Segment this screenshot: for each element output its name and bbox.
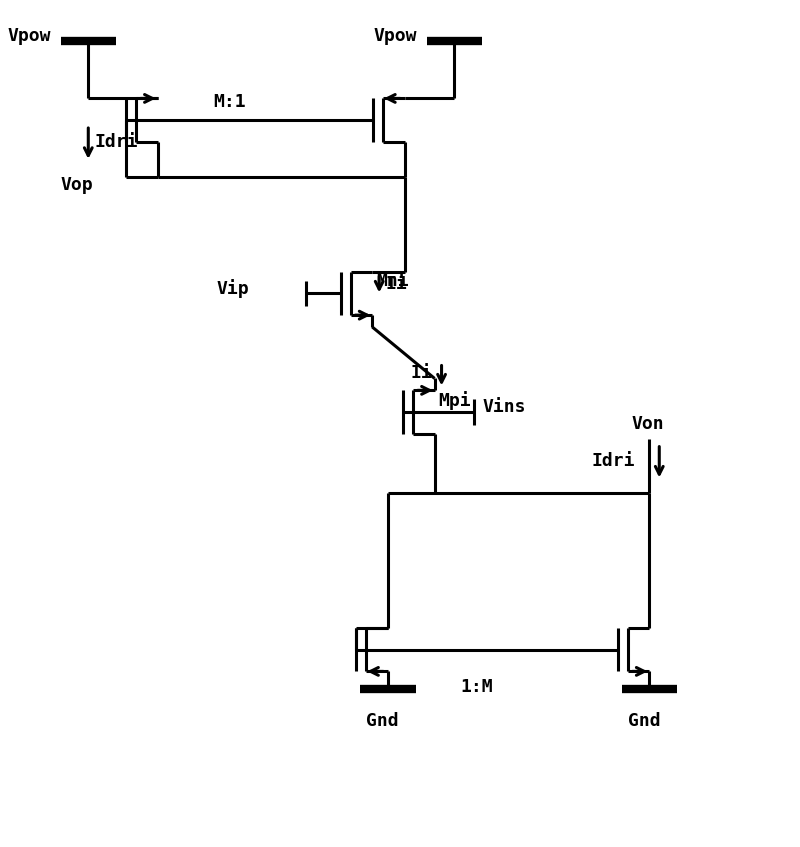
Text: Vop: Vop <box>61 175 93 193</box>
Text: Idri: Idri <box>94 133 138 151</box>
Text: Mni: Mni <box>376 273 409 291</box>
Text: Von: Von <box>631 415 664 433</box>
Text: Ii: Ii <box>385 275 407 293</box>
Text: M:1: M:1 <box>214 93 246 111</box>
Text: Vins: Vins <box>482 398 526 416</box>
Text: Idri: Idri <box>592 451 635 469</box>
Text: Mpi: Mpi <box>438 390 471 410</box>
Text: Gnd: Gnd <box>628 711 660 730</box>
Text: Gnd: Gnd <box>366 711 399 730</box>
Text: Vpow: Vpow <box>374 27 417 45</box>
Text: Vip: Vip <box>217 279 250 298</box>
Text: 1:M: 1:M <box>461 678 494 696</box>
Text: Ii: Ii <box>411 363 433 381</box>
Text: Vpow: Vpow <box>7 27 50 45</box>
